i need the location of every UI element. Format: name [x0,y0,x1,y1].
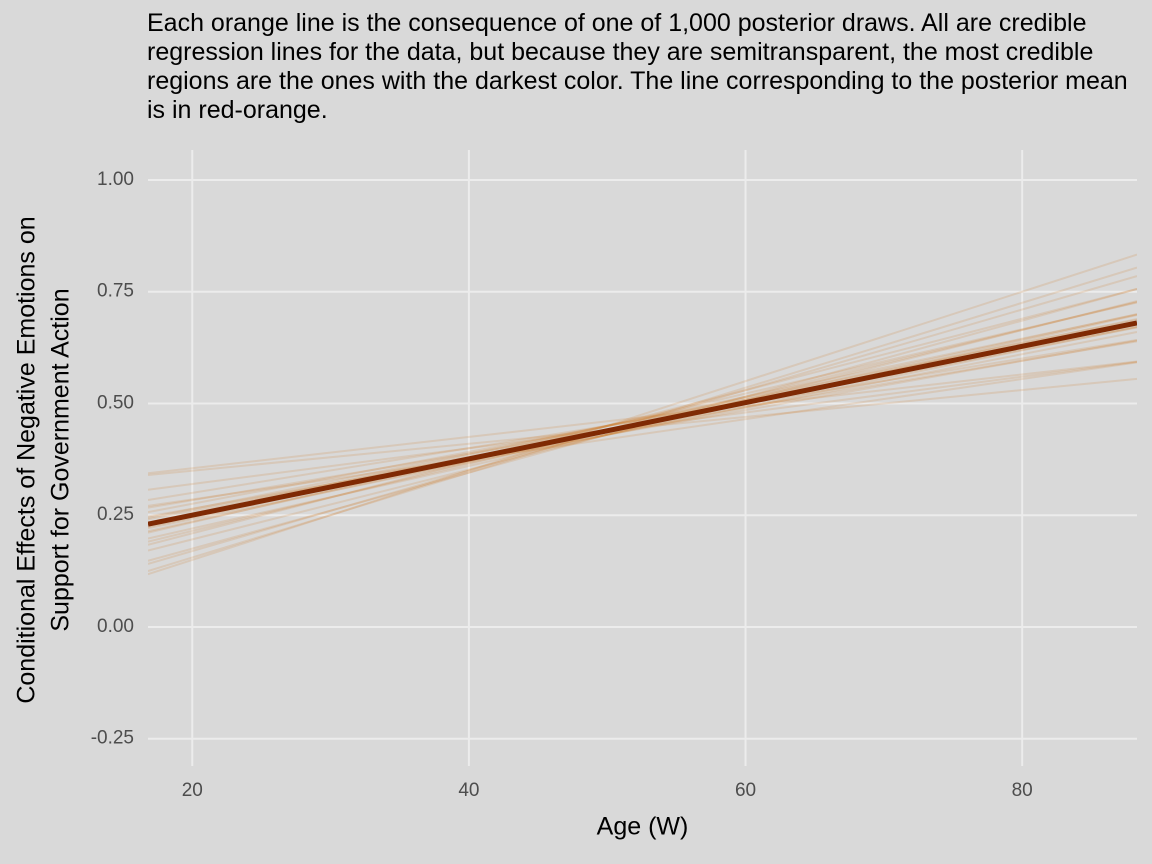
regression-line [148,301,1137,534]
regression-line [148,318,1137,519]
regression-line [148,253,1137,576]
regression-line [148,313,1137,524]
x-axis-label: Age (W) [597,813,689,841]
y-tick-label: -0.25 [91,728,134,749]
regression-line [148,313,1137,540]
y-axis-label: Support for Government Action [47,288,75,631]
regression-line [148,360,1137,475]
x-tick-label: 60 [735,780,756,801]
y-tick-label: 0.00 [97,616,134,637]
y-tick-label: 0.25 [97,504,134,525]
regression-line [148,320,1137,527]
x-tick-label: 40 [458,780,479,801]
regression-line [148,288,1137,546]
regression-line [148,361,1137,507]
x-tick-label: 80 [1012,780,1033,801]
plot-area [148,253,1137,576]
regression-line [148,377,1137,476]
x-tick-label: 20 [182,780,203,801]
regression-line [148,275,1137,565]
regression-line [148,266,1137,573]
regression-line [148,338,1137,502]
regression-line [148,339,1137,518]
y-tick-label: 1.00 [97,169,134,190]
y-tick-label: 0.50 [97,392,134,413]
y-tick-label: 0.75 [97,281,134,302]
chart-title: Each orange line is the consequence of o… [147,9,1128,124]
regression-line [148,326,1137,530]
y-axis-label: Conditional Effects of Negative Emotions… [13,216,41,703]
